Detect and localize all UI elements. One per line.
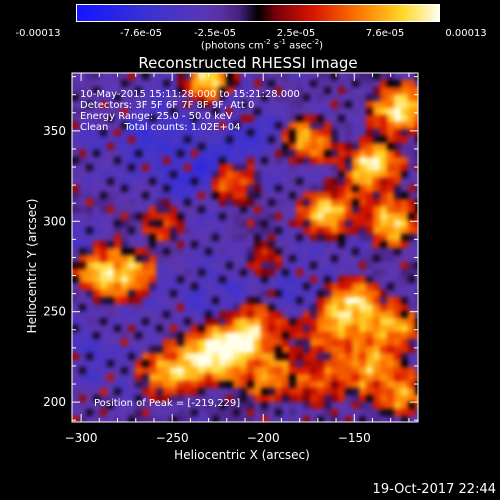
chart-title: Reconstructed RHESSI Image: [138, 54, 358, 72]
colorbar: [76, 4, 440, 22]
colorbar-tick-label: -2.5e-05: [194, 28, 236, 39]
colorbar-units: (photons cm-2 s-1 asec-2): [200, 38, 324, 52]
x-tick-label: −150: [338, 431, 371, 445]
y-tick-label: 250: [43, 305, 66, 319]
y-tick-label: 300: [43, 214, 66, 228]
x-tick-label: −300: [65, 431, 98, 445]
annotation-peak-position: Position of Peak = [-219,229]: [94, 398, 241, 409]
annotation-detectors: Detectors: 3F 5F 6F 7F 8F 9F, Att 0: [80, 100, 255, 111]
y-tick-label: 350: [43, 124, 66, 138]
y-axis-label: Heliocentric Y (arcsec): [25, 198, 39, 334]
annotation-energy-range: Energy Range: 25.0 - 50.0 keV: [80, 111, 233, 122]
annotation-method-counts: Clean Total counts: 1.02E+04: [80, 122, 241, 133]
x-tick-label: −250: [156, 431, 189, 445]
heatmap-image: [72, 73, 418, 422]
colorbar-tick-label: 7.6e-05: [365, 28, 405, 39]
x-tick-label: −200: [247, 431, 280, 445]
colorbar-tick-label: -7.6e-05: [120, 28, 162, 39]
footer-timestamp: 19-Oct-2017 22:44: [372, 482, 496, 497]
y-tick-label: 200: [43, 395, 66, 409]
colorbar-tick-label: -0.00013: [15, 28, 61, 39]
colorbar-tick-label: 0.00013: [445, 28, 487, 39]
annotation-time-range: 10-May-2015 15:11:28.000 to 15:21:28.000: [80, 89, 300, 100]
colorbar-tick-label: 2.5e-05: [276, 28, 316, 39]
x-axis-label: Heliocentric X (arcsec): [174, 448, 310, 462]
